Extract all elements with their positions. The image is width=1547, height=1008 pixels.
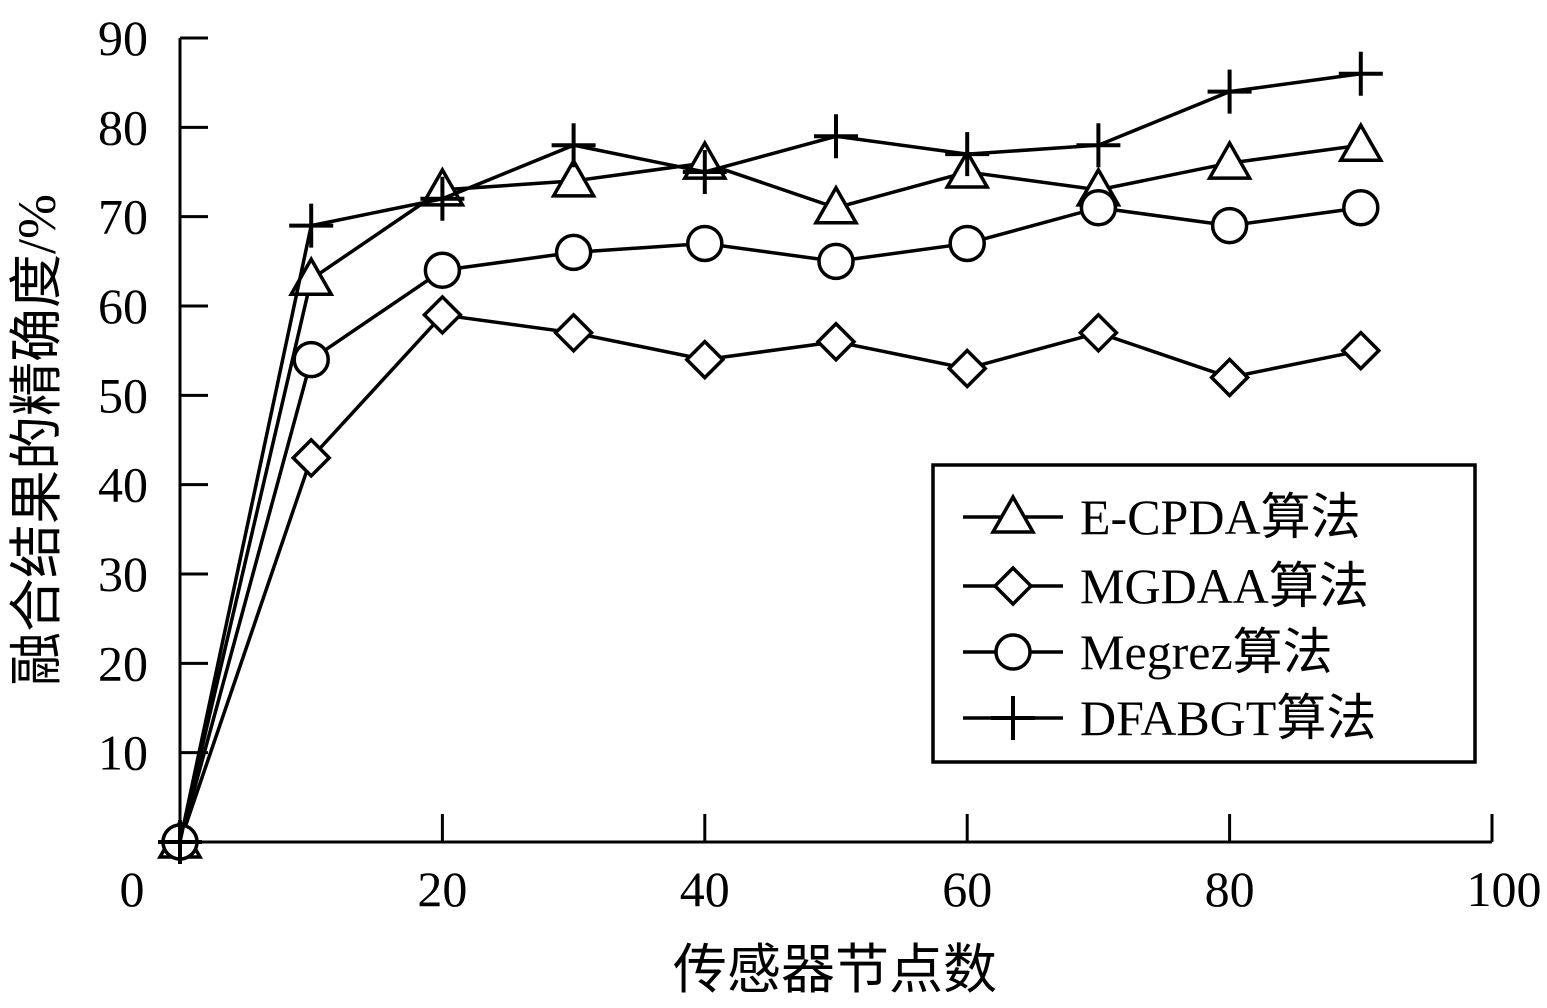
data-point [1079,188,1118,227]
data-point [686,224,724,263]
data-point [550,157,597,198]
y-tick-label: 80 [98,99,148,155]
series-line [178,313,1362,843]
x-tick-label: 80 [1205,861,1255,917]
data-point [421,294,463,336]
series-line [178,143,1362,843]
data-point [292,340,330,379]
data-point [1206,139,1253,180]
data-point [946,348,988,390]
legend-marker [992,565,1034,607]
legend-label: MGDAA算法 [1080,558,1369,614]
y-tick-label: 50 [98,367,148,423]
data-point [1210,206,1249,245]
data-point [420,176,465,221]
x-tick-label: 40 [680,861,730,917]
x-axis-title: 传感器节点数 [673,940,997,1000]
legend-label: DFABGT算法 [1080,690,1376,746]
data-point [158,820,202,864]
series-line [178,205,1362,843]
data-point [682,150,727,194]
y-tick-label: 90 [98,10,148,66]
data-point [814,114,858,159]
x-tick-label: 20 [417,861,467,917]
data-point [1207,69,1252,114]
data-point [1077,312,1119,354]
data-point [554,233,593,272]
data-point [684,339,726,381]
series-line [178,71,1362,843]
legend: E-CPDA算法 MGDAA算法 Megrez算法 DFABGT算法 [931,463,1477,764]
data-point [1342,188,1380,227]
data-point [1337,121,1384,162]
data-point [1338,51,1383,96]
series-layer [156,51,1384,864]
legend-marker [991,696,1035,740]
tick-marks [180,36,1494,842]
series-plus [158,51,1383,864]
data-point [948,224,986,263]
x-tick-label: 60 [942,861,992,917]
legend-label: E-CPDA算法 [1080,489,1361,545]
data-point [551,123,596,168]
data-point [553,312,595,354]
data-point [1076,123,1121,168]
y-tick-label: 10 [98,725,148,781]
series-circle [161,188,1380,861]
legend-label: Megrez算法 [1080,624,1333,680]
axes [178,38,1492,844]
data-point [945,132,990,177]
data-point [815,321,857,363]
y-tick-label: 20 [98,635,148,691]
x-tick-label: 100 [1467,861,1542,917]
y-axis-title: 融合结果的精确度/% [7,194,67,686]
tick-labels: 10 20 30 40 50 60 70 80 90 0 20 40 60 80 100 [98,10,1542,917]
data-point [1340,330,1382,372]
data-point [812,184,860,225]
data-point [423,251,462,290]
data-point [289,203,334,248]
y-tick-label: 70 [98,189,148,245]
data-point [1209,356,1251,398]
data-point [290,437,332,479]
data-point [817,242,855,281]
y-tick-label: 40 [98,457,148,513]
y-tick-label: 60 [98,278,148,334]
legend-marker [989,493,1037,534]
legend-marker [994,633,1032,671]
x-tick-label: 0 [120,861,145,917]
y-tick-label: 30 [98,546,148,602]
